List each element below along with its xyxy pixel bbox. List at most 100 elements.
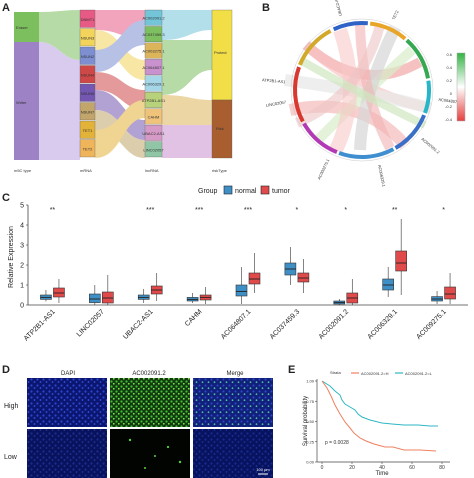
node-label-mrna: NSUN5: [81, 91, 95, 96]
sankey-axis-label: mRNA: [80, 168, 92, 173]
flow-nsun2: [95, 20, 145, 72]
x-tick-label: CAHM: [184, 308, 204, 328]
col-label-lncrna: AC002091.2: [132, 371, 166, 377]
panel-label-d: D: [2, 364, 10, 376]
flow-nsun5: [95, 90, 145, 140]
panel-label-b: B: [262, 2, 270, 14]
chord-colorbar: 0.6 0.4 0.2 0 -0.2 -0.4: [445, 52, 466, 122]
survival-y-tick-label: 0.25: [306, 439, 315, 444]
col-label-dapi: DAPI: [61, 371, 75, 377]
node-label-lncrna: AC064807.1: [142, 65, 165, 70]
node-label-mrna: NSUN2: [81, 54, 95, 59]
node-mrna: [79, 120, 96, 139]
flow-lnc-protect-2: [162, 40, 212, 95]
colorbar-tick: -0.4: [445, 117, 453, 122]
x-tick-labels: ATP2B1-AS1 LINC02057 UBAC2-AS1 CAHM AC064807…: [23, 308, 448, 342]
node-mrna: [79, 83, 96, 102]
chord-arc: [394, 114, 426, 150]
flow-lnc-risk-2: [162, 125, 212, 158]
panel-label-c: C: [2, 192, 10, 204]
node-label-protect: Protect: [214, 50, 228, 55]
survival-x-tick-label: 40: [379, 465, 385, 471]
chord-link: [329, 27, 357, 153]
node-label-lncrna: AC003275.1: [142, 49, 165, 54]
chord-arc: [405, 38, 430, 79]
y-tick-label: 1: [20, 283, 24, 290]
survival-y-tick-label: 0.50: [306, 419, 315, 424]
chord-label: AC064807.1: [438, 97, 461, 105]
col-label-merge: Merge: [226, 371, 244, 377]
legend-label-l: AC002091.2=L: [405, 371, 433, 376]
panel-label-e: E: [288, 364, 295, 376]
y-tick-label: 2: [20, 263, 24, 270]
row-label-low: Low: [4, 454, 18, 461]
node-lncrna: [144, 108, 163, 125]
chord-arc: [423, 80, 431, 114]
survival-y-tick-label: 0.75: [306, 399, 315, 404]
legend-label-normal: normal: [235, 188, 257, 195]
survival-y-tick-label: 0.00: [306, 460, 315, 465]
scale-bar-label: 100 μm: [256, 467, 270, 472]
node-lncrna: [144, 92, 163, 108]
significance-label: ***: [195, 207, 203, 214]
row-label-high: High: [4, 403, 19, 410]
survival-y-tick-label: 1.00: [306, 379, 315, 384]
node-mrna: [79, 9, 96, 28]
box-tumor: [248, 272, 261, 285]
image-merge-low-overlay: [193, 429, 273, 478]
y-tick-label: 5: [20, 203, 24, 210]
node-mrna: [79, 46, 96, 65]
node-label-lncrna: ATP2B1-AS1: [142, 98, 166, 103]
survival-x-tick-label: 20: [349, 465, 355, 471]
survival-ticks: 0 20 40 60 80 0.00 0.25 0.50 0.75 1.00: [306, 379, 445, 472]
flow-nsun4: [95, 72, 145, 110]
microscopy-grid: DAPI AC002091.2 Merge High Low 100 μm: [4, 371, 273, 478]
image-dapi-low-overlay: [27, 429, 107, 478]
x-tick-label: AC064807.1: [220, 308, 253, 341]
node-eraser: [14, 12, 39, 42]
survival-curve-l: [321, 380, 438, 427]
box-marks: ** *** *** *** * * ** *: [40, 207, 456, 305]
flow-writer-mrna: [39, 42, 80, 160]
sankey-nodes: Eraser Writer DNMT1 NSUN3 NSUN2 NSUN4 NSUN5 NSU…: [14, 9, 233, 160]
chord-arc: [338, 147, 395, 159]
node-label-lncrna: UBAC2-AS1: [142, 131, 165, 136]
flow-eraser-mrna: [39, 10, 80, 60]
survival-chart: Strata AC002091.2=H AC002091.2=L Surviva…: [303, 370, 450, 477]
chord-links: [284, 23, 432, 153]
significance-label: **: [392, 207, 398, 214]
survival-curve-h: [321, 380, 437, 452]
x-tick-label: ATP2B1-AS1: [23, 308, 57, 342]
node-label-mrna: NSUN3: [81, 35, 95, 40]
node-lncrna: [144, 42, 163, 59]
significance-label: ***: [146, 207, 154, 214]
legend-title: Group: [198, 188, 218, 195]
significance-label: *: [344, 207, 347, 214]
survival-x-label: Time: [375, 471, 389, 477]
x-tick-label: AC009275.1: [415, 308, 448, 341]
chord-label: AC006329.1: [377, 164, 387, 188]
node-label-mrna: TET1: [83, 128, 94, 133]
y-tick-label: 4: [20, 223, 24, 230]
significance-label: **: [50, 207, 56, 214]
image-merge-high: [193, 378, 273, 427]
significance-label: *: [442, 207, 445, 214]
chord-link: [298, 56, 427, 129]
colorbar-tick: 0: [450, 91, 453, 96]
x-tick-label: UBAC2-AS1: [122, 308, 155, 341]
chord-label: LINC02057: [266, 99, 288, 108]
node-mrna: [79, 65, 96, 84]
node-lncrna: [144, 59, 163, 75]
x-tick-label: AC002091.2: [318, 308, 351, 341]
node-mrna: [79, 102, 96, 121]
chord-arc: [293, 66, 305, 123]
chord-arc: [332, 21, 369, 32]
sankey-axis-label: lncRNA: [145, 168, 159, 173]
sankey-axis-labels: m5C type mRNA lncRNA riskType: [14, 168, 228, 173]
chord-label: AC002091.2: [420, 136, 441, 155]
chord-label: TET2: [391, 9, 400, 21]
y-axis-label: Relative Expression: [8, 226, 15, 288]
box-normal: [89, 293, 101, 303]
survival-x-tick-label: 60: [409, 465, 415, 471]
node-label-lncrna: LINC02057: [143, 147, 164, 152]
